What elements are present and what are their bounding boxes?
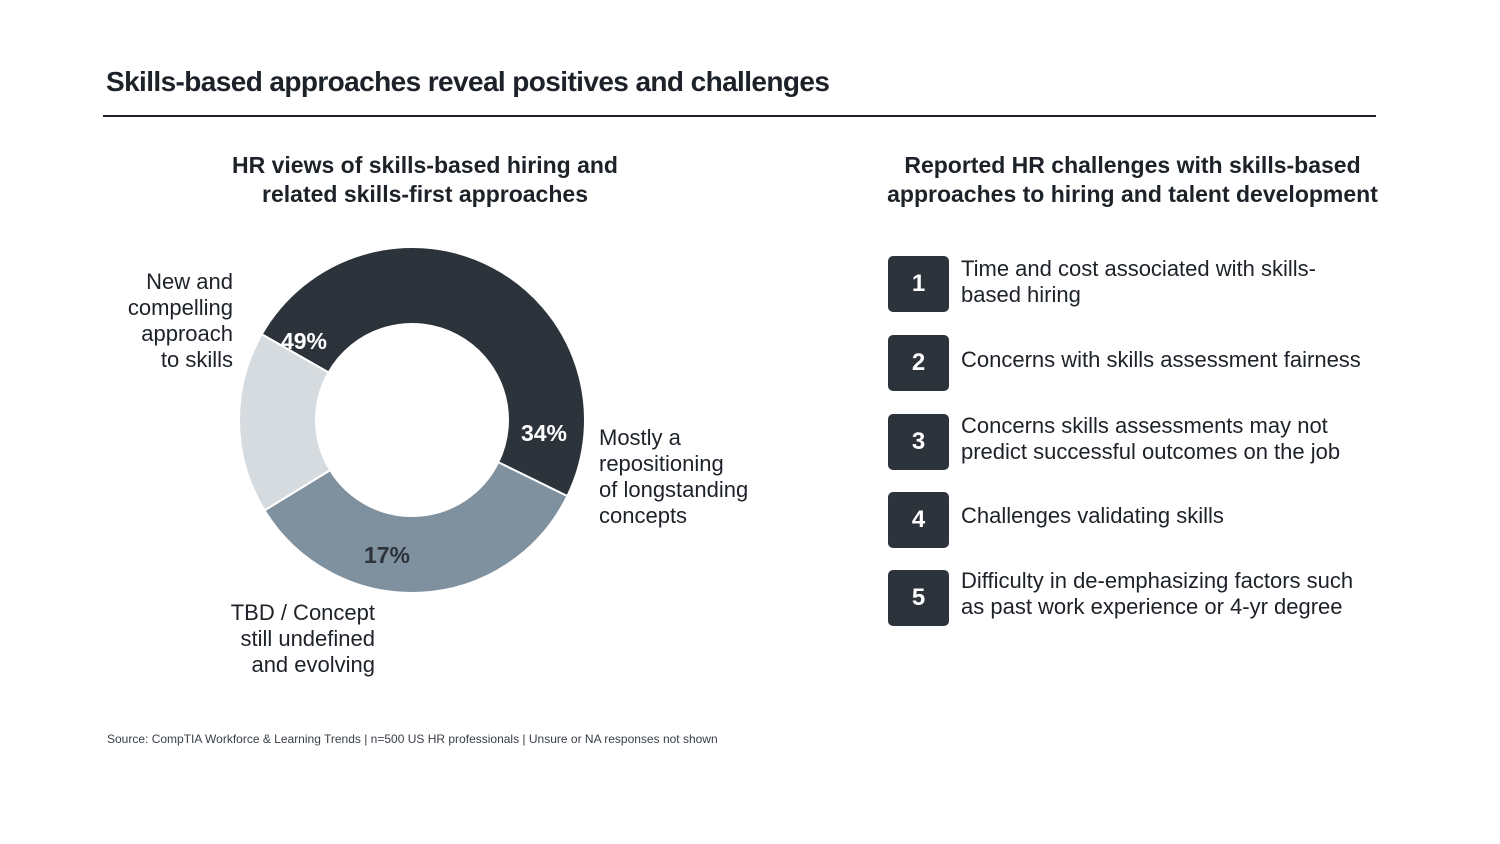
- challenge-text: Concerns with skills assessment fairness: [961, 347, 1401, 373]
- challenge-text: Challenges validating skills: [961, 503, 1401, 529]
- challenge-text-line: Difficulty in de-emphasizing factors suc…: [961, 568, 1354, 593]
- donut-slice-repositioning: [263, 460, 569, 594]
- data-label-34: 34%: [521, 420, 567, 446]
- slice-label-new-approach: New and compelling approach to skills: [60, 269, 233, 373]
- donut-chart-title-line: related skills-first approaches: [262, 181, 588, 207]
- challenge-text-line: as past work experience or 4-yr degree: [961, 594, 1343, 619]
- data-label-17: 17%: [364, 542, 410, 568]
- slice-label-line: Mostly a: [599, 425, 681, 450]
- challenge-text-line: Challenges validating skills: [961, 503, 1224, 528]
- slice-label-line: compelling: [127, 295, 233, 320]
- number-badge: 2: [888, 335, 949, 391]
- slice-label-line: and evolving: [251, 652, 375, 677]
- slice-label-repositioning: Mostly a repositioning of longstanding c…: [599, 425, 799, 529]
- slice-label-line: to skills: [160, 347, 233, 372]
- challenge-text-line: predict successful outcomes on the job: [961, 439, 1341, 464]
- number-badge: 1: [888, 256, 949, 312]
- slice-label-line: still undefined: [240, 626, 375, 651]
- challenge-text: Time and cost associated with skills- ba…: [961, 256, 1401, 308]
- source-note: Source: CompTIA Workforce & Learning Tre…: [107, 732, 718, 746]
- slice-label-line: concepts: [599, 503, 688, 528]
- slice-label-line: TBD / Concept: [230, 600, 375, 625]
- donut-slice-new-approach: [260, 246, 586, 498]
- slice-label-line: of longstanding: [599, 477, 749, 502]
- page-title: Skills-based approaches reveal positives…: [106, 66, 830, 97]
- donut-chart-title-line: HR views of skills-based hiring and: [232, 152, 618, 178]
- challenges-title-line: approaches to hiring and talent developm…: [887, 181, 1378, 207]
- number-badge: 5: [888, 570, 949, 626]
- number-badge: 3: [888, 414, 949, 470]
- challenge-text: Concerns skills assessments may not pred…: [961, 413, 1401, 465]
- slice-label-line: approach: [141, 321, 233, 346]
- challenge-text-line: Concerns with skills assessment fairness: [961, 347, 1361, 372]
- slice-label-tbd: TBD / Concept still undefined and evolvi…: [175, 600, 375, 678]
- challenges-title: Reported HR challenges with skills-based…: [855, 151, 1410, 209]
- slice-label-line: New and: [146, 269, 233, 294]
- challenge-text-line: Time and cost associated with skills-: [961, 256, 1316, 281]
- donut-slice-tbd: [238, 332, 332, 512]
- title-divider: [103, 115, 1376, 117]
- number-badge: 4: [888, 492, 949, 548]
- slice-label-line: repositioning: [599, 451, 724, 476]
- challenge-text-line: Concerns skills assessments may not: [961, 413, 1328, 438]
- donut-chart-title: HR views of skills-based hiring and rela…: [175, 151, 675, 209]
- challenge-text-line: based hiring: [961, 282, 1081, 307]
- challenges-title-line: Reported HR challenges with skills-based: [904, 152, 1361, 178]
- challenge-text: Difficulty in de-emphasizing factors suc…: [961, 568, 1401, 620]
